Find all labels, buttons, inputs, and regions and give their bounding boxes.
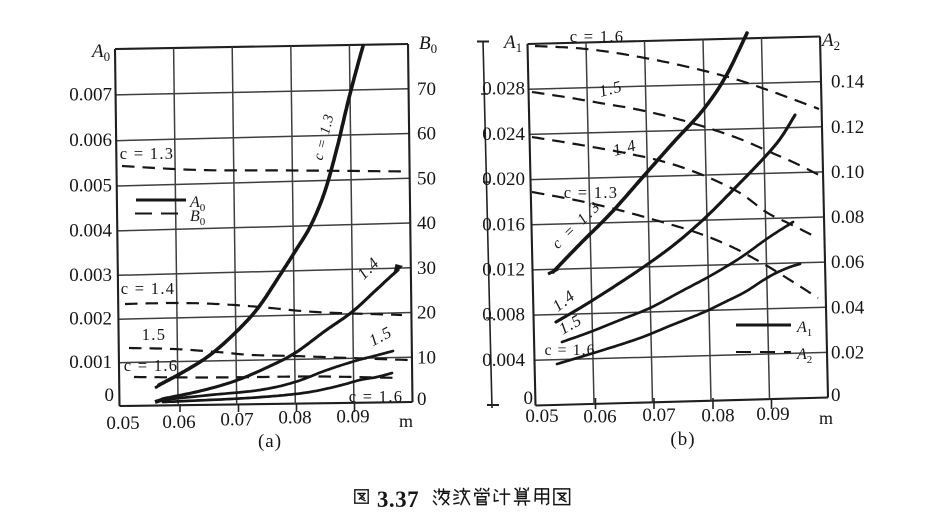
svg-text:60: 60 — [417, 124, 436, 145]
svg-text:0.09: 0.09 — [336, 407, 369, 428]
svg-text:0.006: 0.006 — [69, 130, 112, 151]
svg-text:0.002: 0.002 — [69, 309, 112, 330]
svg-text:40: 40 — [417, 213, 436, 234]
svg-text:c = 1.6: c = 1.6 — [349, 387, 404, 406]
svg-text:A1: A1 — [796, 319, 812, 339]
svg-text:0.005: 0.005 — [69, 176, 112, 197]
svg-text:0.08: 0.08 — [278, 408, 311, 429]
svg-text:0.12: 0.12 — [831, 117, 864, 138]
svg-text:0.04: 0.04 — [831, 297, 865, 318]
svg-text:(a): (a) — [258, 431, 282, 452]
svg-text:0.06: 0.06 — [583, 407, 616, 428]
svg-text:0.028: 0.028 — [482, 79, 525, 100]
svg-text:30: 30 — [417, 258, 436, 279]
svg-text:3.37: 3.37 — [377, 487, 419, 512]
svg-text:c = 1.6: c = 1.6 — [124, 356, 179, 375]
svg-text:A2: A2 — [820, 30, 840, 53]
svg-text:0.02: 0.02 — [831, 342, 864, 363]
svg-text:0.007: 0.007 — [69, 84, 112, 105]
svg-text:70: 70 — [417, 79, 436, 100]
svg-text:0.14: 0.14 — [831, 72, 865, 93]
svg-text:A1: A1 — [502, 32, 522, 55]
svg-text:50: 50 — [417, 168, 436, 189]
svg-text:0: 0 — [105, 385, 115, 406]
svg-text:A0: A0 — [90, 41, 110, 64]
svg-text:0.003: 0.003 — [69, 265, 112, 286]
svg-text:B0: B0 — [419, 33, 437, 56]
svg-text:m: m — [399, 411, 413, 431]
svg-text:0.10: 0.10 — [831, 162, 864, 183]
svg-text:0.024: 0.024 — [482, 124, 525, 145]
svg-text:c = 1.4: c = 1.4 — [121, 279, 176, 298]
svg-text:0: 0 — [524, 388, 534, 409]
svg-text:0.05: 0.05 — [106, 413, 139, 434]
svg-text:0.016: 0.016 — [482, 214, 525, 235]
svg-text:c = 1.3: c = 1.3 — [564, 183, 619, 202]
svg-text:(b): (b) — [670, 429, 695, 450]
svg-text:0: 0 — [831, 385, 841, 406]
svg-text:0.06: 0.06 — [831, 252, 864, 273]
svg-text:c = 1.3: c = 1.3 — [120, 144, 175, 163]
svg-text:0.09: 0.09 — [756, 404, 789, 425]
svg-text:0.07: 0.07 — [642, 405, 675, 426]
svg-text:0.020: 0.020 — [482, 169, 525, 190]
svg-text:1.5: 1.5 — [142, 325, 167, 344]
svg-text:0.05: 0.05 — [525, 406, 558, 427]
svg-text:20: 20 — [417, 303, 436, 324]
svg-text:0: 0 — [417, 389, 427, 410]
svg-text:A2: A2 — [796, 346, 812, 366]
svg-text:c = 1.6: c = 1.6 — [544, 342, 595, 359]
svg-text:0.008: 0.008 — [482, 305, 525, 326]
svg-text:0.012: 0.012 — [482, 259, 525, 280]
svg-text:0.08: 0.08 — [701, 406, 734, 427]
svg-text:0.08: 0.08 — [831, 207, 864, 228]
svg-text:0.004: 0.004 — [482, 350, 525, 371]
svg-text:0.001: 0.001 — [69, 352, 112, 373]
svg-text:0.004: 0.004 — [69, 220, 112, 241]
svg-text:B0: B0 — [190, 208, 206, 228]
svg-text:0.06: 0.06 — [162, 412, 195, 433]
svg-text:c = 1.6: c = 1.6 — [570, 27, 625, 46]
svg-text:0.07: 0.07 — [220, 410, 253, 431]
svg-text:m: m — [819, 408, 833, 428]
svg-text:A0: A0 — [189, 194, 206, 214]
svg-text:10: 10 — [417, 347, 436, 368]
